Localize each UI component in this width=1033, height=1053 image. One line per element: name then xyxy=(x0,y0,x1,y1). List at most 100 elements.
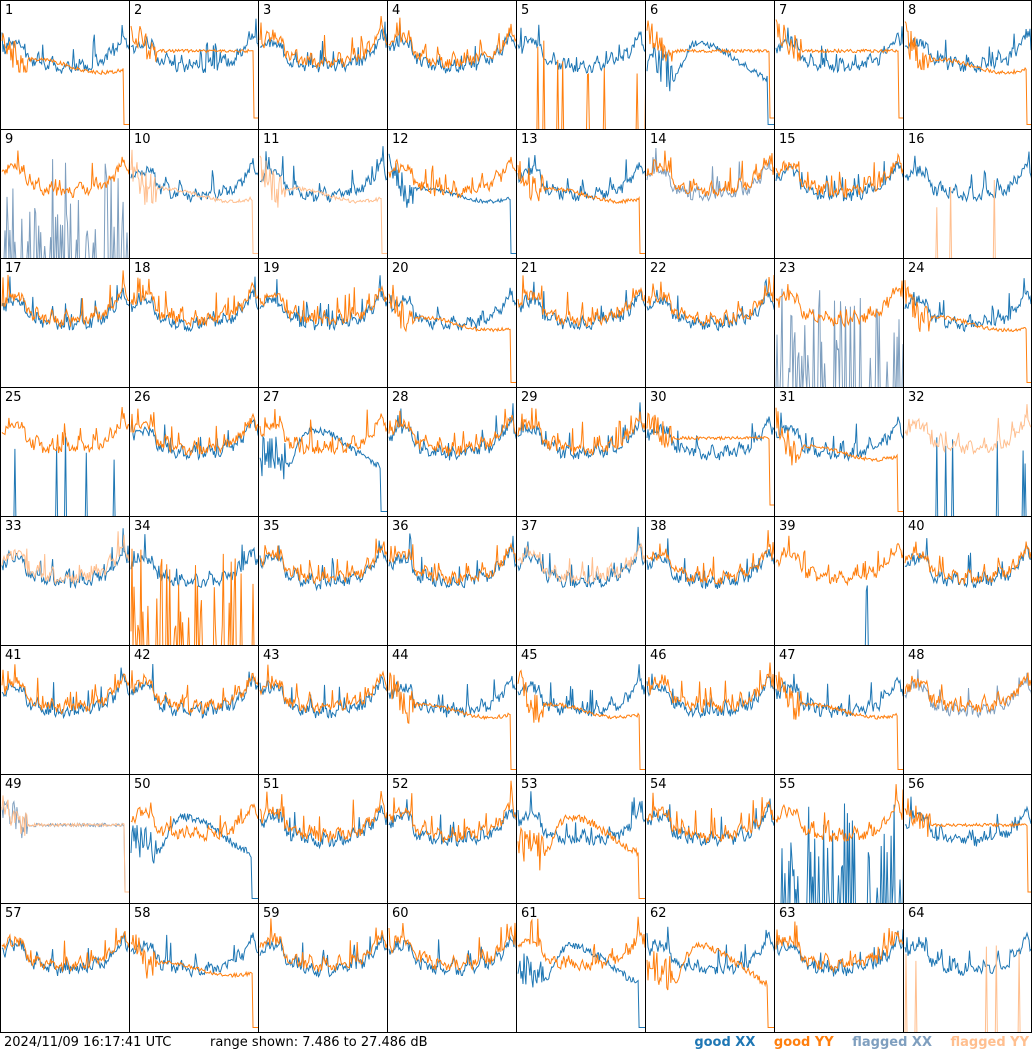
panel-plot xyxy=(388,672,516,770)
panel-label: 42 xyxy=(134,648,151,663)
good-yy-line xyxy=(259,791,387,843)
good-xx-line xyxy=(1,667,129,720)
panel-plot xyxy=(775,407,903,512)
panel-61: 61 xyxy=(516,903,646,1033)
panel-plot xyxy=(646,20,774,125)
panel-plot xyxy=(775,921,903,977)
good-xx-line xyxy=(388,153,516,254)
panel-57: 57 xyxy=(0,903,130,1033)
good-xx-line xyxy=(775,160,903,202)
panel-plot xyxy=(388,403,516,461)
panel-label: 64 xyxy=(908,906,925,921)
good-xx-line xyxy=(904,28,1031,73)
good-xx-line xyxy=(130,812,258,899)
good-yy-line xyxy=(388,672,516,770)
panel-label: 31 xyxy=(779,390,796,405)
panel-23: 23 xyxy=(774,258,904,388)
panel-38: 38 xyxy=(645,516,775,646)
good-yy-line xyxy=(388,780,516,844)
panel-50: 50 xyxy=(129,774,259,904)
good-yy-line xyxy=(130,934,258,1028)
panel-label: 14 xyxy=(650,132,667,147)
good-yy-line xyxy=(646,662,774,714)
flagged-xx-line xyxy=(904,669,1031,719)
good-xx-line xyxy=(864,585,869,645)
good-xx-line xyxy=(775,412,903,462)
panel-plot xyxy=(517,24,645,129)
good-xx-line xyxy=(646,926,774,976)
panel-58: 58 xyxy=(129,903,259,1033)
good-xx-line xyxy=(904,796,1031,847)
good-yy-line xyxy=(775,407,903,512)
panel-28: 28 xyxy=(387,387,517,517)
panel-plot xyxy=(130,408,258,461)
panel-plot xyxy=(259,538,387,592)
panel-54: 54 xyxy=(645,774,775,904)
panel-25: 25 xyxy=(0,387,130,517)
panel-44: 44 xyxy=(387,645,517,775)
panel-plot xyxy=(904,151,1031,258)
panel-plot xyxy=(1,664,129,720)
panel-45: 45 xyxy=(516,645,646,775)
panel-label: 21 xyxy=(521,261,538,276)
panel-plot xyxy=(1,150,129,258)
panel-plot xyxy=(646,792,774,848)
good-xx-line xyxy=(780,803,903,903)
panel-label: 19 xyxy=(263,261,280,276)
panel-17: 17 xyxy=(0,258,130,388)
good-yy-line xyxy=(536,40,645,129)
panel-56: 56 xyxy=(903,774,1032,904)
panel-37: 37 xyxy=(516,516,646,646)
panel-label: 58 xyxy=(134,906,151,921)
panel-31: 31 xyxy=(774,387,904,517)
good-yy-line xyxy=(1,406,129,454)
panel-plot xyxy=(646,926,774,1028)
panel-plot xyxy=(130,534,258,645)
good-yy-line xyxy=(775,784,903,843)
panel-label: 37 xyxy=(521,519,538,534)
panel-plot xyxy=(646,274,774,332)
panel-8: 8 xyxy=(903,0,1032,130)
panel-20: 20 xyxy=(387,258,517,388)
panel-label: 47 xyxy=(779,648,796,663)
panel-label: 55 xyxy=(779,777,796,792)
panel-plot xyxy=(904,278,1031,383)
panel-plot xyxy=(388,780,516,847)
panel-plot xyxy=(1,528,129,590)
panel-plot xyxy=(1,927,129,976)
panel-label: 23 xyxy=(779,261,796,276)
panel-18: 18 xyxy=(129,258,259,388)
panel-label: 16 xyxy=(908,132,925,147)
good-yy-line xyxy=(775,19,903,119)
flagged-yy-line xyxy=(130,149,258,254)
panel-label: 52 xyxy=(392,777,409,792)
good-xx-line xyxy=(775,673,903,718)
panel-plot xyxy=(517,526,645,589)
panel-label: 27 xyxy=(263,390,280,405)
panel-label: 17 xyxy=(5,261,22,276)
panel-6: 6 xyxy=(645,0,775,130)
flagged-yy-line xyxy=(259,155,387,254)
panel-label: 51 xyxy=(263,777,280,792)
good-xx-line xyxy=(904,278,1031,333)
good-yy-line xyxy=(388,156,516,199)
good-yy-line xyxy=(130,548,255,645)
good-yy-line xyxy=(1,664,129,715)
panel-63: 63 xyxy=(774,903,904,1033)
good-yy-line xyxy=(775,152,903,198)
panel-30: 30 xyxy=(645,387,775,517)
good-xx-line xyxy=(646,416,774,461)
panel-46: 46 xyxy=(645,645,775,775)
panel-plot xyxy=(388,922,516,977)
panel-label: 5 xyxy=(521,3,530,18)
good-xx-line xyxy=(259,805,387,850)
panel-64: 64 xyxy=(903,903,1032,1033)
panel-3: 3 xyxy=(258,0,388,130)
good-yy-line xyxy=(1,150,129,198)
panel-22: 22 xyxy=(645,258,775,388)
good-yy-line xyxy=(646,274,774,327)
panel-label: 13 xyxy=(521,132,538,147)
panel-label: 35 xyxy=(263,519,280,534)
good-xx-line xyxy=(646,538,774,590)
panel-label: 29 xyxy=(521,390,538,405)
